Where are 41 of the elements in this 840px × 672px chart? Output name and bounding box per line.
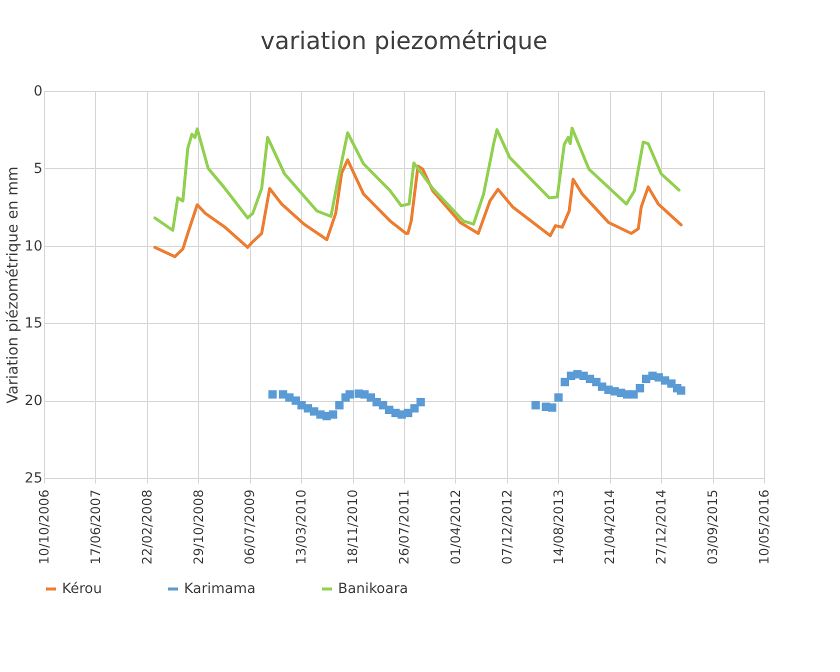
x-tick-label: 22/02/2008: [140, 490, 156, 564]
x-tick-label: 29/10/2008: [192, 490, 207, 564]
x-tick-label: 21/04/2014: [603, 490, 618, 564]
point: [335, 401, 344, 410]
x-tick-label: 13/03/2010: [294, 490, 310, 564]
y-tick-label: 15: [24, 316, 42, 332]
legend-label: Kérou: [62, 581, 102, 597]
point: [676, 386, 686, 395]
point: [629, 390, 638, 399]
x-tick-label: 27/12/2014: [654, 490, 670, 564]
point: [328, 410, 338, 419]
line-series: [153, 126, 681, 232]
x-tick-label: 01/04/2012: [448, 490, 464, 564]
x-tick-label: 14/08/2013: [552, 490, 567, 564]
x-tick-label: 10/05/2016: [758, 490, 772, 564]
line-series: [153, 158, 683, 258]
point: [636, 384, 644, 392]
y-tick-label: 25: [24, 470, 42, 486]
point: [531, 401, 540, 410]
point: [416, 398, 425, 406]
y-tick-label: 20: [24, 393, 42, 410]
y-tick-label: 5: [34, 160, 42, 177]
y-tick-label: 10: [24, 238, 42, 254]
legend-label: Banikoara: [338, 581, 408, 597]
point: [410, 404, 419, 413]
point: [268, 390, 277, 399]
y-tick-label: 0: [34, 84, 42, 100]
x-tick-label: 10/10/2006: [38, 490, 52, 564]
point: [560, 378, 570, 386]
x-tick-label: 17/06/2007: [88, 490, 104, 564]
point: [554, 393, 563, 402]
point: [548, 403, 556, 412]
point: [346, 390, 354, 399]
y-axis-title: Variation piézométrique en mm: [4, 166, 22, 404]
chart-title: variation piezométrique: [260, 27, 548, 55]
x-tick-label: 03/09/2015: [706, 490, 722, 564]
x-tick-label: 06/07/2009: [243, 490, 258, 564]
x-tick-label: 26/07/2011: [398, 490, 412, 564]
legend-label: Karimama: [184, 581, 256, 597]
x-tick-label: 18/11/2010: [346, 490, 362, 564]
x-tick-label: 07/12/2012: [500, 490, 516, 564]
